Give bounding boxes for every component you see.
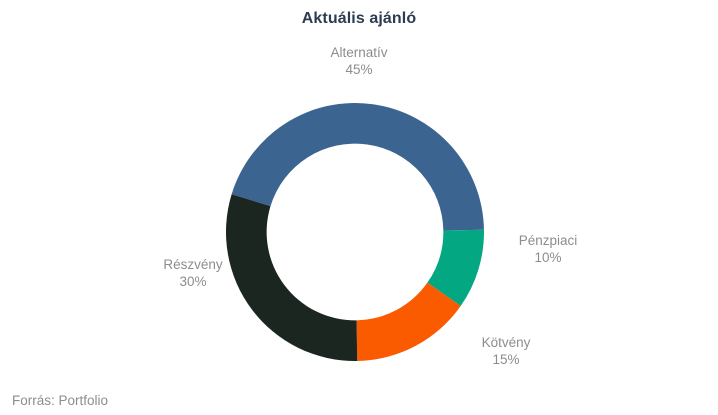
page-title: Aktuális ajánló <box>301 10 417 27</box>
slice-label-alternativ-name: Alternatív <box>330 45 388 60</box>
slice-label-kotveny-name: Kötvény <box>481 335 531 350</box>
slice-label-reszveny: Részvény 30% <box>143 256 243 290</box>
slice-label-penzpiaci-name: Pénzpiaci <box>518 233 578 248</box>
donut-chart-svg <box>226 103 484 361</box>
slice-label-reszveny-value: 30% <box>179 274 207 289</box>
slice-label-penzpiaci-value: 10% <box>534 250 562 265</box>
slice-label-penzpiaci: Pénzpiaci 10% <box>503 232 593 266</box>
donut-slice-részvény[interactable] <box>226 194 358 361</box>
slice-label-alternativ-value: 45% <box>345 62 373 77</box>
donut-slices <box>226 103 484 361</box>
source-note: Forrás: Portfolio <box>12 393 109 408</box>
donut-chart <box>179 56 531 408</box>
slice-label-kotveny-value: 15% <box>492 352 520 367</box>
donut-slice-kötvény[interactable] <box>356 282 461 361</box>
slice-label-kotveny: Kötvény 15% <box>460 334 552 368</box>
slice-label-reszveny-name: Részvény <box>163 257 223 272</box>
slice-label-alternativ: Alternatív 45% <box>299 44 419 78</box>
donut-slice-pénzpiaci[interactable] <box>427 229 484 306</box>
donut-slice-alternatív[interactable] <box>231 103 484 231</box>
